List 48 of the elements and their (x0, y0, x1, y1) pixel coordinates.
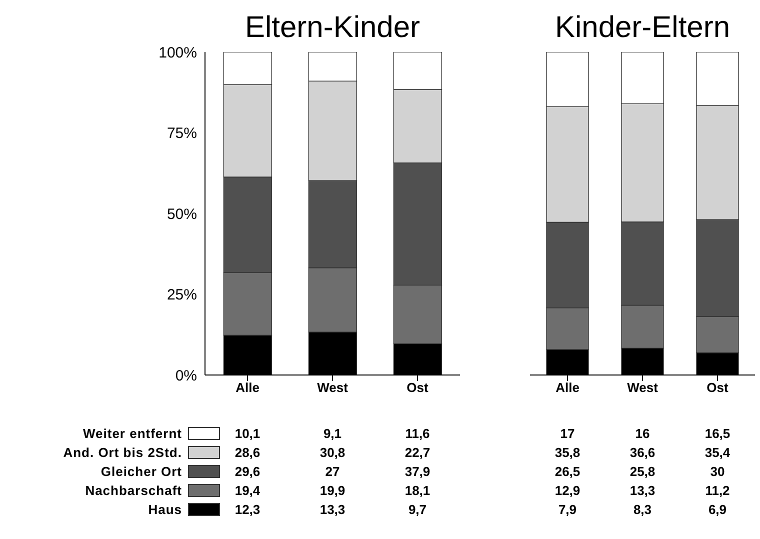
data-label: 35,4 (704, 444, 732, 462)
data-label: 22,7 (404, 444, 432, 462)
data-label: 8,3 (632, 501, 653, 519)
x-tick-label: West (317, 380, 349, 396)
y-tick-label: 25% (166, 286, 197, 304)
chart-title: Eltern-Kinder (244, 10, 422, 46)
data-label: 27 (324, 463, 341, 481)
data-label: 9,7 (407, 501, 428, 519)
legend-label: Gleicher Ort (100, 463, 182, 481)
data-label: 11,6 (404, 425, 431, 443)
data-label: 12,3 (234, 501, 262, 519)
legend-label: Weiter entfernt (82, 425, 182, 443)
x-tick-label: Alle (236, 380, 260, 396)
data-label: 16 (634, 425, 651, 443)
data-label: 11,2 (704, 482, 731, 500)
x-tick-label: Ost (706, 380, 730, 396)
y-tick-label: 75% (166, 125, 197, 142)
data-label: 6,9 (707, 501, 728, 519)
data-label: 16,5 (704, 425, 732, 443)
data-label: 19,4 (234, 482, 262, 500)
data-label: 19,9 (318, 482, 346, 500)
data-label: 35,8 (554, 444, 582, 462)
data-label: 36,6 (628, 444, 656, 462)
data-label: 28,6 (234, 444, 262, 462)
y-tick-label: 0% (175, 367, 197, 384)
y-tick-label: 50% (166, 206, 197, 223)
data-label: 17 (559, 425, 576, 443)
x-tick-label: Alle (556, 380, 580, 396)
x-tick-label: Ost (406, 380, 430, 396)
data-label: 13,3 (628, 482, 656, 500)
data-label: 30,8 (318, 444, 346, 462)
data-label: 13,3 (318, 501, 346, 519)
data-label: 7,9 (557, 501, 578, 519)
data-label: 37,9 (404, 463, 432, 481)
legend-label: Haus (147, 501, 182, 519)
data-label: 29,6 (234, 463, 262, 481)
y-tick-label: 100% (158, 44, 197, 62)
chart-title: Kinder-Eltern (554, 10, 732, 46)
data-label: 25,8 (628, 463, 656, 481)
data-label: 12,9 (554, 482, 582, 500)
legend-label: And. Ort bis 2Std. (62, 444, 182, 462)
data-label: 26,5 (554, 463, 582, 481)
x-tick-label: West (627, 380, 659, 396)
data-label: 9,1 (322, 425, 343, 443)
data-label: 18,1 (404, 482, 432, 500)
data-label: 10,1 (234, 425, 262, 443)
legend-label: Nachbarschaft (84, 482, 182, 500)
data-label: 30 (709, 463, 726, 481)
